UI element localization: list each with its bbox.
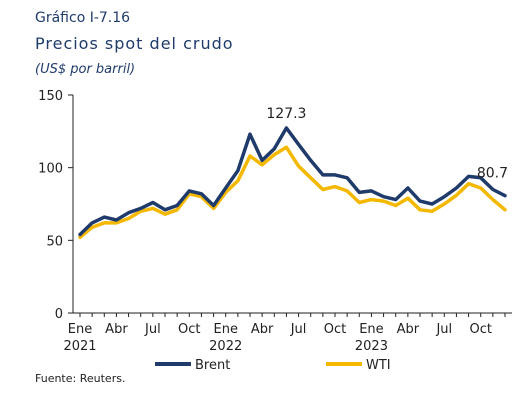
x-year-label: 2021 (63, 339, 96, 354)
source-note: Fuente: Reuters. (35, 372, 126, 385)
series-line-wti (78, 145, 507, 240)
legend-label-wti: WTI (366, 358, 391, 373)
x-tick-label: Jul (144, 322, 161, 337)
x-tick-label: Jul (435, 322, 452, 337)
x-tick-label: Oct (324, 322, 346, 337)
x-tick-label: Ene (359, 322, 383, 337)
y-tick-label: 100 (38, 162, 63, 177)
legend-label-brent: Brent (195, 358, 230, 373)
data-label: 127.3 (266, 106, 306, 122)
x-tick-label: Abr (251, 322, 274, 337)
x-tick-label: Oct (469, 322, 491, 337)
chart-title: Precios spot del crudo (35, 34, 234, 53)
x-tick-label: Jul (290, 322, 307, 337)
x-year-label: 2022 (209, 339, 242, 354)
figure-number: Gráfico I-7.16 (35, 10, 131, 26)
unit-label: (US$ por barril) (35, 62, 136, 77)
x-year-label: 2023 (355, 339, 388, 354)
y-tick-label: 150 (38, 89, 63, 104)
x-tick-label: Ene (213, 322, 237, 337)
x-tick-label: Abr (397, 322, 420, 337)
x-tick-label: Oct (178, 322, 200, 337)
y-tick-label: 50 (46, 234, 63, 249)
data-label: 80.7 (477, 166, 508, 182)
x-tick-label: Ene (68, 322, 92, 337)
y-tick-label: 0 (55, 307, 63, 322)
series-line-brent (78, 126, 507, 237)
x-tick-label: Abr (105, 322, 128, 337)
